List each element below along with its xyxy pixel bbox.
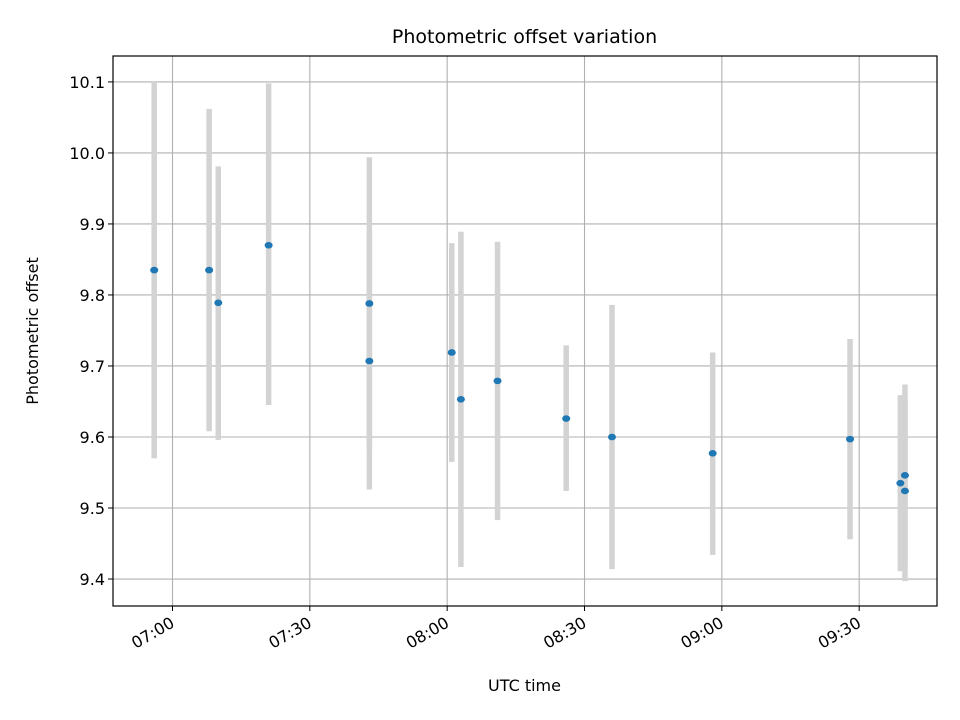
y-tick-label: 10.1 bbox=[69, 73, 105, 92]
grid-layer bbox=[113, 56, 937, 606]
data-point bbox=[896, 479, 905, 487]
y-tick-label: 9.9 bbox=[80, 215, 105, 234]
plot-frame bbox=[112, 55, 938, 607]
y-tick-label: 9.5 bbox=[80, 499, 105, 518]
data-point bbox=[493, 377, 502, 385]
data-point bbox=[846, 435, 855, 443]
data-point bbox=[150, 266, 159, 274]
data-point bbox=[447, 349, 456, 356]
data-point bbox=[264, 241, 273, 249]
y-tick-label: 9.6 bbox=[80, 428, 105, 447]
data-point bbox=[214, 299, 223, 307]
data-point bbox=[607, 433, 616, 441]
y-tick-label: 10.0 bbox=[69, 144, 105, 163]
data-point bbox=[365, 357, 374, 365]
data-point bbox=[900, 487, 909, 495]
data-point bbox=[456, 396, 465, 403]
x-axis-title: UTC time bbox=[488, 676, 561, 695]
y-tick-label: 9.4 bbox=[80, 570, 105, 589]
chart-title: Photometric offset variation bbox=[392, 26, 657, 48]
data-point bbox=[708, 450, 717, 457]
point-layer bbox=[150, 241, 909, 495]
data-point bbox=[562, 415, 571, 422]
data-point bbox=[365, 300, 374, 307]
data-point bbox=[900, 472, 909, 479]
y-tick-label: 9.8 bbox=[80, 286, 105, 305]
data-point bbox=[205, 266, 214, 274]
y-axis-title: Photometric offset bbox=[23, 257, 42, 405]
y-tick-label: 9.7 bbox=[80, 357, 105, 376]
